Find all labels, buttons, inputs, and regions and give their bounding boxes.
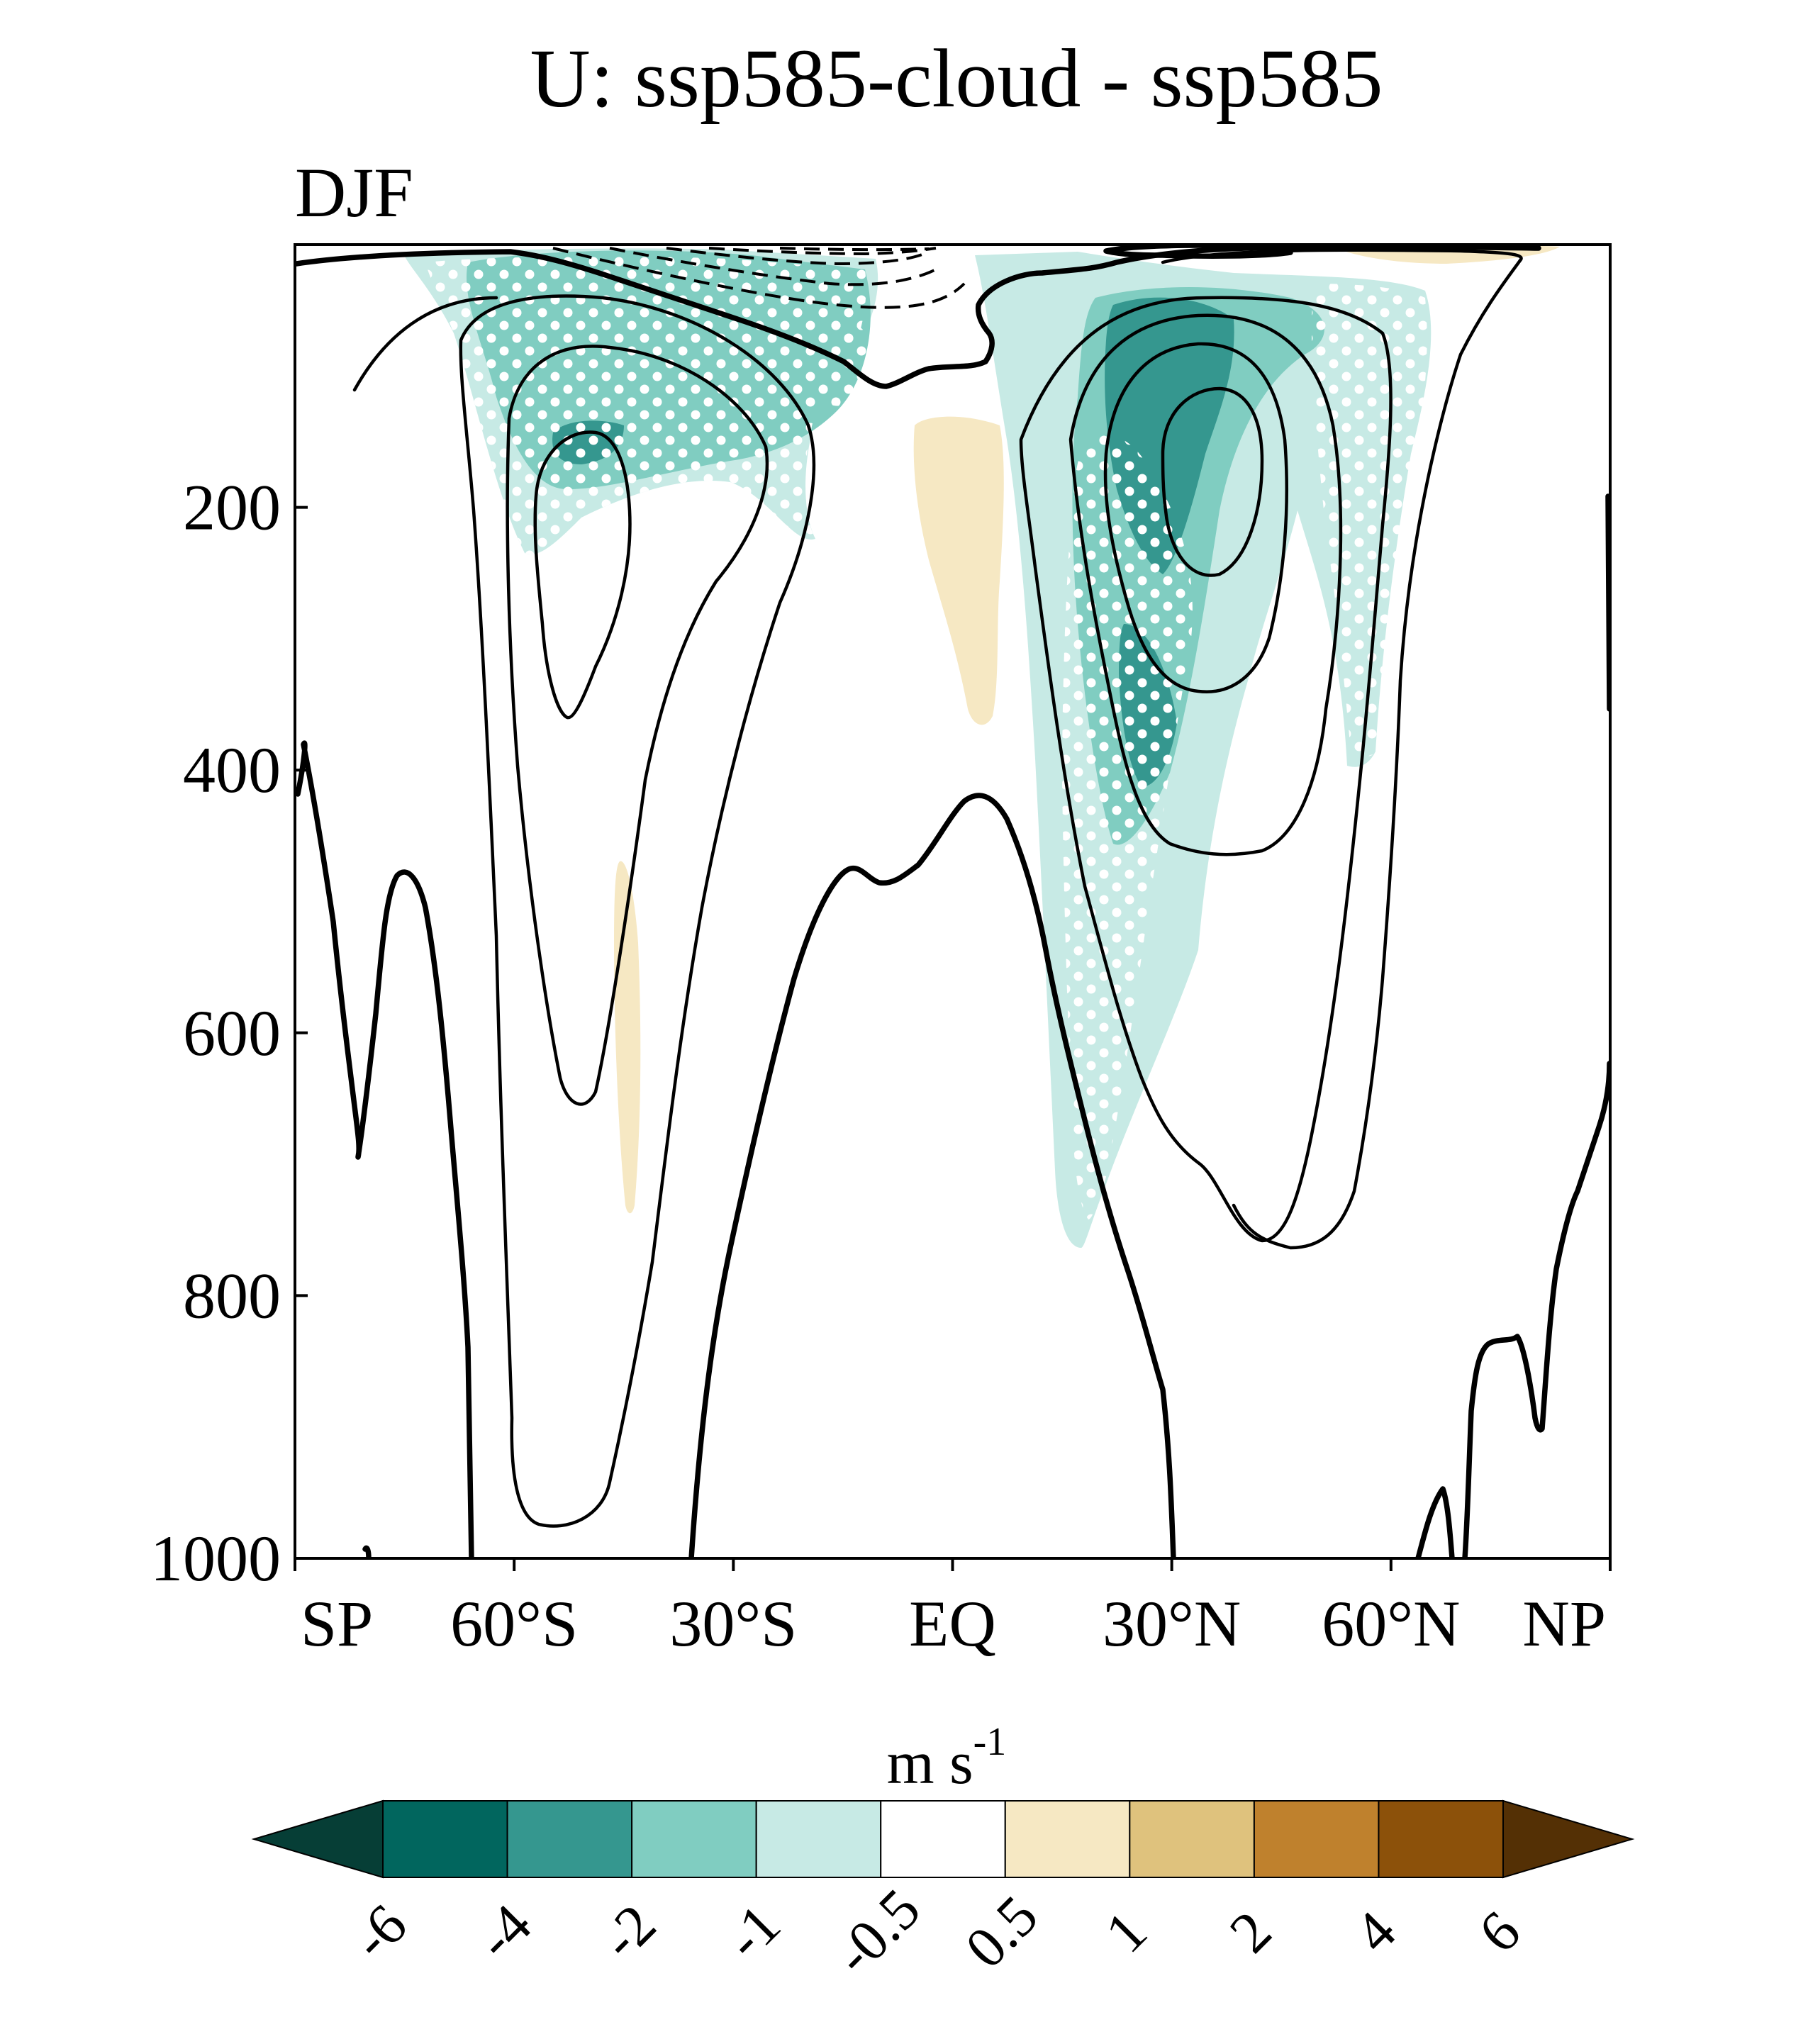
x-tick-label: 60°S	[450, 1587, 578, 1660]
contour-zero-north-surface	[1415, 1486, 1455, 1558]
colorbar-box	[1378, 1800, 1505, 1878]
colorbar-box	[631, 1800, 757, 1878]
chart-title: U: ssp585-cloud - ssp585	[530, 32, 1383, 125]
x-tick-label: NP	[1522, 1587, 1606, 1660]
stipple-north-high	[1312, 284, 1427, 757]
colorbar-tick-label: -4	[464, 1892, 544, 1972]
contour-zero-north-pole	[1462, 1061, 1610, 1558]
contour-north-outer	[1161, 248, 1523, 1250]
colorbar-box	[1004, 1800, 1131, 1878]
colorbar-box	[1129, 1800, 1255, 1878]
contour-south-outer	[352, 296, 498, 392]
contour-easterly-5	[779, 247, 930, 252]
x-tick-label: SP	[301, 1587, 373, 1660]
colorbar-box	[755, 1800, 882, 1878]
contour-easterly-1	[552, 247, 966, 309]
x-axis: SP 60°S 30°S EQ 30°N 60°N NP	[294, 1558, 1612, 1660]
colorbar-tick-label: -6	[339, 1892, 419, 1972]
contour-zero-south-pole	[295, 740, 474, 1558]
contour-zero-tropics	[688, 793, 1176, 1558]
colorbar-tick-label: 6	[1466, 1899, 1532, 1965]
y-tick-label: 400	[183, 734, 281, 806]
colorbar-unit-exponent: -1	[973, 1720, 1007, 1764]
colorbar-box	[880, 1800, 1006, 1878]
colorbar-box	[382, 1800, 508, 1878]
shade-equator-tan	[913, 416, 1004, 725]
contour-north-2	[1103, 342, 1289, 693]
colorbar-tick-label: -2	[588, 1892, 668, 1972]
contour-easterly-4	[708, 247, 937, 256]
y-axis: 200 400 600 800 1000	[150, 471, 308, 1595]
y-tick-label: 600	[183, 997, 281, 1069]
plot-area	[295, 245, 1610, 1558]
x-tick-label: EQ	[909, 1587, 996, 1660]
colorbar-boxes	[251, 1799, 1635, 1879]
colorbar: m s-1 -6 -4 -2 -1 -0.5 0.5 1 2 4 6	[251, 1720, 1635, 1987]
colorbar-box	[506, 1800, 633, 1878]
colorbar-tick-label: -0.5	[822, 1877, 932, 1987]
colorbar-over-triangle	[1502, 1799, 1635, 1879]
contour-north-4	[1019, 296, 1393, 1243]
stipple-south	[425, 256, 866, 554]
contour-south-inner	[533, 430, 632, 720]
colorbar-label: m s-1	[887, 1720, 1007, 1797]
y-tick-label: 200	[183, 471, 281, 544]
contour-zero-south-pole-stub	[362, 1545, 372, 1558]
x-tick-label: 60°N	[1322, 1587, 1460, 1660]
colorbar-unit: m s	[887, 1729, 973, 1797]
contour-layer	[295, 245, 1610, 1558]
contour-south-3	[459, 294, 816, 1528]
colorbar-under-triangle	[251, 1799, 384, 1879]
shading-layer	[404, 245, 1560, 1248]
colorbar-tick-label: 2	[1217, 1899, 1283, 1965]
contour-north-3	[1068, 313, 1343, 856]
contour-north-inner	[1161, 386, 1264, 577]
season-label: DJF	[295, 153, 413, 232]
colorbar-tick-label: 0.5	[953, 1883, 1050, 1980]
contour-easterly-3	[666, 247, 930, 266]
colorbar-tick-label: 4	[1341, 1899, 1407, 1965]
stipple-north	[1062, 434, 1193, 1219]
colorbar-tick-labels: -6 -4 -2 -1 -0.5 0.5 1 2 4 6	[339, 1877, 1532, 1987]
colorbar-box	[1253, 1800, 1380, 1878]
y-tick-label: 800	[183, 1259, 281, 1331]
x-tick-label: 30°N	[1103, 1587, 1241, 1660]
contour-south-2	[506, 345, 769, 1106]
contour-easterly-2	[609, 247, 937, 286]
colorbar-tick-label: 1	[1093, 1899, 1159, 1965]
colorbar-tick-label: -1	[713, 1892, 793, 1972]
y-tick-label: 1000	[150, 1522, 281, 1595]
x-tick-label: 30°S	[669, 1587, 797, 1660]
contour-zero-upper	[295, 245, 1541, 389]
